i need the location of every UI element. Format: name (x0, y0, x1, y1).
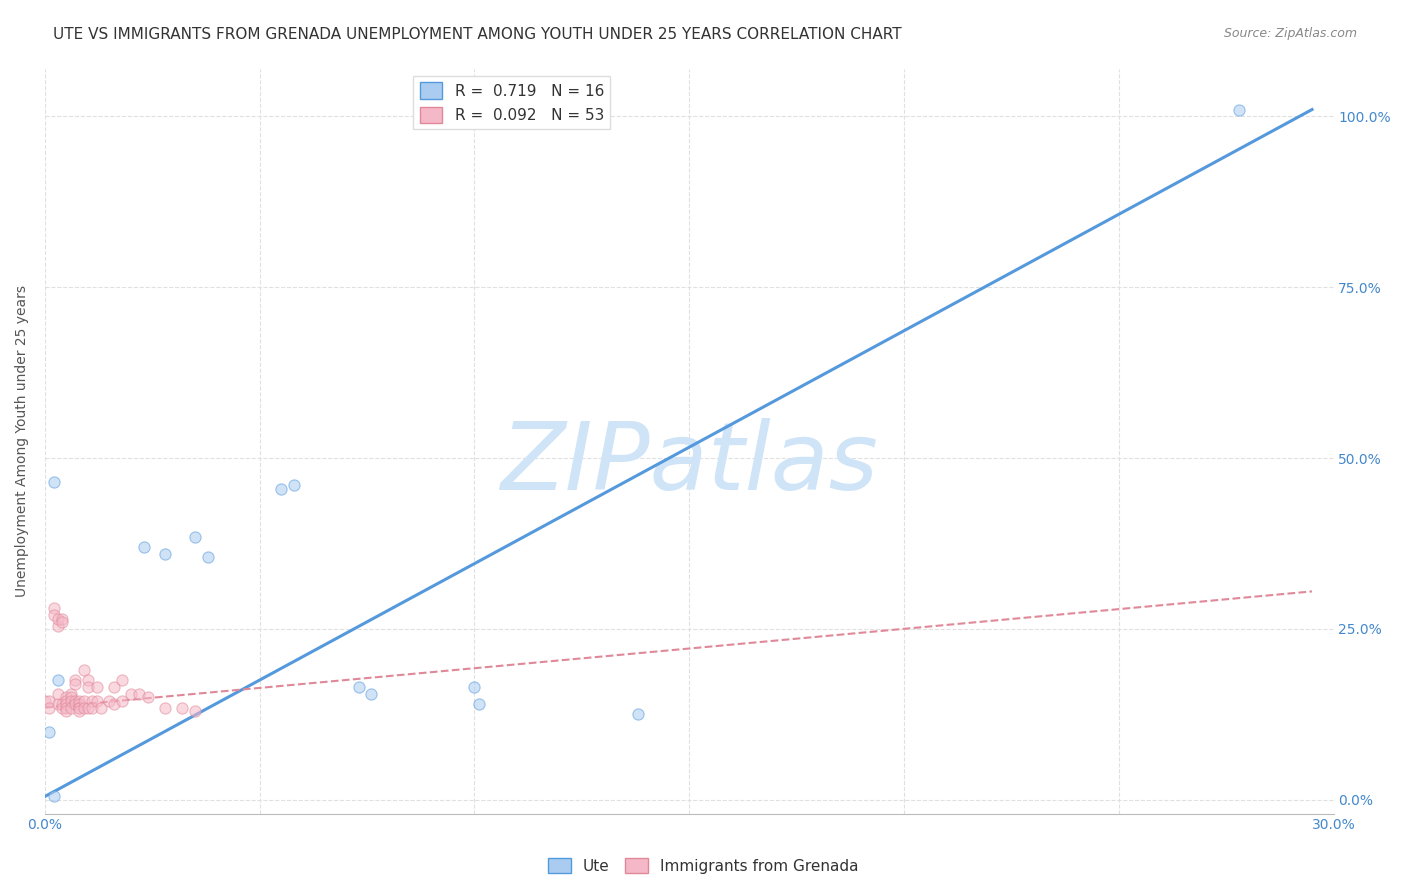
Point (67, 697, 90, 711)
Point (59, 700, 82, 714)
Point (55, 700, 77, 714)
Point (197, 550, 219, 565)
Point (77, 700, 100, 714)
Point (46, 612, 69, 626)
Point (34, 694, 56, 708)
Point (347, 680, 370, 694)
Point (136, 690, 159, 705)
Point (63, 676, 86, 690)
Point (55, 690, 77, 705)
Legend: R =  0.719   N = 16, R =  0.092   N = 53: R = 0.719 N = 16, R = 0.092 N = 53 (413, 76, 610, 129)
Point (77, 680, 100, 694)
Point (184, 530, 207, 544)
Point (51, 612, 73, 626)
Point (42, 789, 65, 804)
Point (463, 680, 485, 694)
Point (46, 697, 69, 711)
Point (67, 694, 90, 708)
Point (42, 475, 65, 489)
Text: ZIPatlas: ZIPatlas (501, 417, 879, 508)
Point (51, 700, 73, 714)
Point (627, 707, 650, 722)
Point (270, 482, 292, 496)
Point (63, 694, 86, 708)
Point (155, 700, 177, 714)
Point (59, 694, 82, 708)
Point (184, 704, 207, 718)
Point (90, 700, 112, 714)
Point (55, 704, 77, 718)
Text: UTE VS IMMIGRANTS FROM GRENADA UNEMPLOYMENT AMONG YOUTH UNDER 25 YEARS CORRELATI: UTE VS IMMIGRANTS FROM GRENADA UNEMPLOYM… (53, 27, 903, 42)
Point (67, 700, 90, 714)
Point (283, 478, 305, 492)
Point (51, 615, 73, 629)
Point (55, 694, 77, 708)
Point (103, 697, 125, 711)
Point (63, 673, 86, 688)
Point (46, 618, 69, 632)
Point (51, 697, 73, 711)
Point (42, 608, 65, 623)
Point (86, 680, 108, 694)
Text: Source: ZipAtlas.com: Source: ZipAtlas.com (1223, 27, 1357, 40)
Point (128, 687, 150, 701)
Point (72, 694, 94, 708)
Point (67, 704, 90, 718)
Point (1227, 103, 1250, 117)
Y-axis label: Unemployment Among Youth under 25 years: Unemployment Among Youth under 25 years (15, 285, 30, 597)
Point (468, 697, 491, 711)
Point (59, 690, 82, 705)
Point (46, 673, 69, 688)
Point (86, 694, 108, 708)
Point (42, 601, 65, 615)
Point (132, 540, 155, 554)
Legend: Ute, Immigrants from Grenada: Ute, Immigrants from Grenada (541, 852, 865, 880)
Point (155, 547, 177, 561)
Point (46, 687, 69, 701)
Point (55, 697, 77, 711)
Point (59, 687, 82, 701)
Point (111, 673, 134, 688)
Point (72, 700, 94, 714)
Point (38, 700, 60, 714)
Point (63, 697, 86, 711)
Point (120, 687, 142, 701)
Point (82, 700, 104, 714)
Point (360, 687, 382, 701)
Point (67, 700, 90, 714)
Point (172, 700, 194, 714)
Point (98, 694, 121, 708)
Point (111, 694, 134, 708)
Point (82, 694, 104, 708)
Point (38, 694, 60, 708)
Point (38, 724, 60, 739)
Point (103, 680, 125, 694)
Point (72, 663, 94, 677)
Point (77, 673, 100, 688)
